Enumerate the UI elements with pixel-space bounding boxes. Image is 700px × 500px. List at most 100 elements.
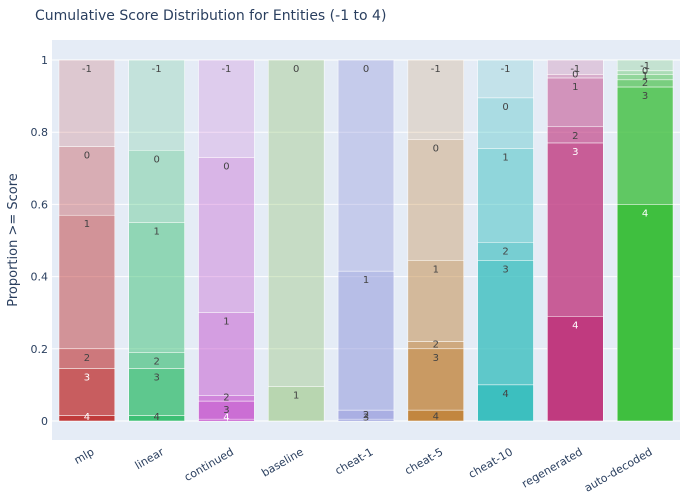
bar-segment-score-3[interactable] bbox=[337, 418, 395, 422]
segment-label: 4 bbox=[642, 208, 648, 219]
bar-segment-score-4[interactable] bbox=[198, 418, 255, 422]
bar-segment-score-3[interactable] bbox=[477, 260, 534, 386]
bar-segment-score--1[interactable] bbox=[198, 59, 255, 158]
segment-label: 0 bbox=[502, 102, 508, 113]
segment-label: 1 bbox=[84, 219, 90, 230]
bar-segment-score-1[interactable] bbox=[58, 214, 116, 350]
bar-segment-score-0[interactable] bbox=[268, 59, 325, 387]
x-tick-label: auto-decoded bbox=[582, 445, 654, 494]
x-tick-label: cheat-10 bbox=[466, 445, 515, 481]
segment-label: 4 bbox=[433, 411, 439, 422]
segment-label: 1 bbox=[433, 264, 439, 275]
segment-label: 1 bbox=[293, 391, 299, 402]
segment-label: 2 bbox=[642, 78, 648, 89]
segment-label: 1 bbox=[572, 82, 578, 93]
y-axis-label: Proportion >= Score bbox=[6, 173, 21, 307]
bar-segment-score-4[interactable] bbox=[616, 204, 674, 422]
segment-label: 2 bbox=[363, 410, 369, 421]
segment-label: -1 bbox=[82, 64, 92, 75]
chart-title: Cumulative Score Distribution for Entiti… bbox=[35, 8, 386, 24]
bar-segment-score--1[interactable] bbox=[58, 59, 116, 147]
segment-label: 2 bbox=[223, 392, 229, 403]
segment-label: 4 bbox=[153, 412, 159, 423]
segment-label: 0 bbox=[84, 151, 90, 162]
segment-label: 3 bbox=[363, 413, 369, 424]
bar-segment-score-1[interactable] bbox=[337, 270, 395, 411]
bar-segment-score-3[interactable] bbox=[616, 86, 674, 205]
bar-segment-score-0[interactable] bbox=[407, 139, 464, 261]
bar-segment-score-4[interactable] bbox=[547, 316, 604, 422]
y-tick-label: 0.2 bbox=[31, 343, 49, 356]
segment-label: -1 bbox=[501, 64, 511, 75]
bar-cheat-5[interactable]: -1 0 1 2 3 4 bbox=[407, 59, 464, 422]
segment-label: 1 bbox=[363, 275, 369, 286]
bar-segment-score-3[interactable] bbox=[407, 348, 464, 411]
segment-label: 3 bbox=[153, 373, 159, 384]
segment-label: 3 bbox=[642, 91, 648, 102]
segment-label: 1 bbox=[223, 317, 229, 328]
segment-label: 2 bbox=[433, 340, 439, 351]
bar-baseline[interactable]: 01 bbox=[268, 59, 325, 422]
y-tick-label: 0.6 bbox=[31, 198, 49, 211]
bar-segment-score-1[interactable] bbox=[477, 148, 534, 243]
bar-segment-score-4[interactable] bbox=[58, 415, 116, 422]
bar-segment-score-4[interactable] bbox=[407, 409, 464, 422]
x-tick-label: baseline bbox=[259, 445, 306, 479]
bar-segment-score-4[interactable] bbox=[128, 415, 185, 422]
x-tick-label: cheat-1 bbox=[333, 445, 376, 477]
x-tick-label: mlp bbox=[72, 445, 96, 467]
segment-label: 1 bbox=[502, 152, 508, 163]
bar-segment-score-1[interactable] bbox=[547, 77, 604, 128]
segment-label: 2 bbox=[572, 131, 578, 142]
bar-mlp[interactable]: -1 0 1 2 3 4 bbox=[58, 59, 116, 423]
bar-segment-score-1[interactable] bbox=[198, 312, 255, 396]
segment-label: -1 bbox=[152, 64, 162, 75]
bar-segment-score-3[interactable] bbox=[128, 368, 185, 416]
segment-label: 1 bbox=[642, 71, 648, 82]
segment-label: 2 bbox=[84, 353, 90, 364]
bar-segment-score-3[interactable] bbox=[547, 142, 604, 317]
segment-label: 0 bbox=[293, 64, 299, 75]
segment-label: -1 bbox=[221, 64, 231, 75]
segment-label: 3 bbox=[572, 147, 578, 158]
x-tick-label: cheat-5 bbox=[403, 445, 446, 477]
bar-cheat-1[interactable]: 0 1 23 bbox=[337, 59, 395, 424]
x-tick-label: continued bbox=[182, 445, 236, 484]
bar-segment-score--1[interactable] bbox=[477, 59, 534, 99]
segment-label: 2 bbox=[153, 356, 159, 367]
bar-regenerated[interactable]: -101 2 3 4 bbox=[547, 59, 604, 422]
segment-label: 2 bbox=[502, 246, 508, 257]
segment-label: 4 bbox=[223, 413, 229, 424]
bar-segment-score-0[interactable] bbox=[128, 150, 185, 223]
segment-label: -1 bbox=[570, 64, 580, 75]
segment-label: 0 bbox=[363, 64, 369, 75]
y-tick-label: 0.4 bbox=[31, 271, 49, 284]
segment-label: 3 bbox=[84, 373, 90, 384]
bar-segment-score-1[interactable] bbox=[128, 222, 185, 353]
bar-segment-score-0[interactable] bbox=[477, 97, 534, 149]
bar-segment-score-1[interactable] bbox=[407, 260, 464, 342]
segment-label: 4 bbox=[502, 389, 508, 400]
segment-label: -1 bbox=[640, 61, 650, 72]
segment-label: 3 bbox=[433, 353, 439, 364]
bar-segment-score--1[interactable] bbox=[407, 59, 464, 140]
segment-label: 0 bbox=[433, 143, 439, 154]
bar-continued[interactable]: -1 0 1 2 34 bbox=[198, 59, 255, 424]
bar-segment-score-0[interactable] bbox=[337, 59, 395, 272]
segment-label: 3 bbox=[223, 405, 229, 416]
bar-segment-score-0[interactable] bbox=[198, 157, 255, 313]
segment-label: 4 bbox=[84, 412, 90, 423]
bar-segment-score--1[interactable] bbox=[128, 59, 185, 151]
bar-segment-score-1[interactable] bbox=[268, 386, 325, 422]
bar-linear[interactable]: -1 0 1 2 3 4 bbox=[128, 59, 185, 423]
bar-cheat-10[interactable]: -1 0 1 2 3 4 bbox=[477, 59, 534, 422]
segment-label: 0 bbox=[153, 154, 159, 165]
y-tick-label: 0.8 bbox=[31, 126, 49, 139]
bar-segment-score-4[interactable] bbox=[477, 384, 534, 422]
segment-label: 0 bbox=[223, 161, 229, 172]
segment-label: 4 bbox=[572, 320, 578, 331]
bar-segment-score-3[interactable] bbox=[58, 368, 116, 416]
segment-label: 0 bbox=[572, 70, 578, 81]
